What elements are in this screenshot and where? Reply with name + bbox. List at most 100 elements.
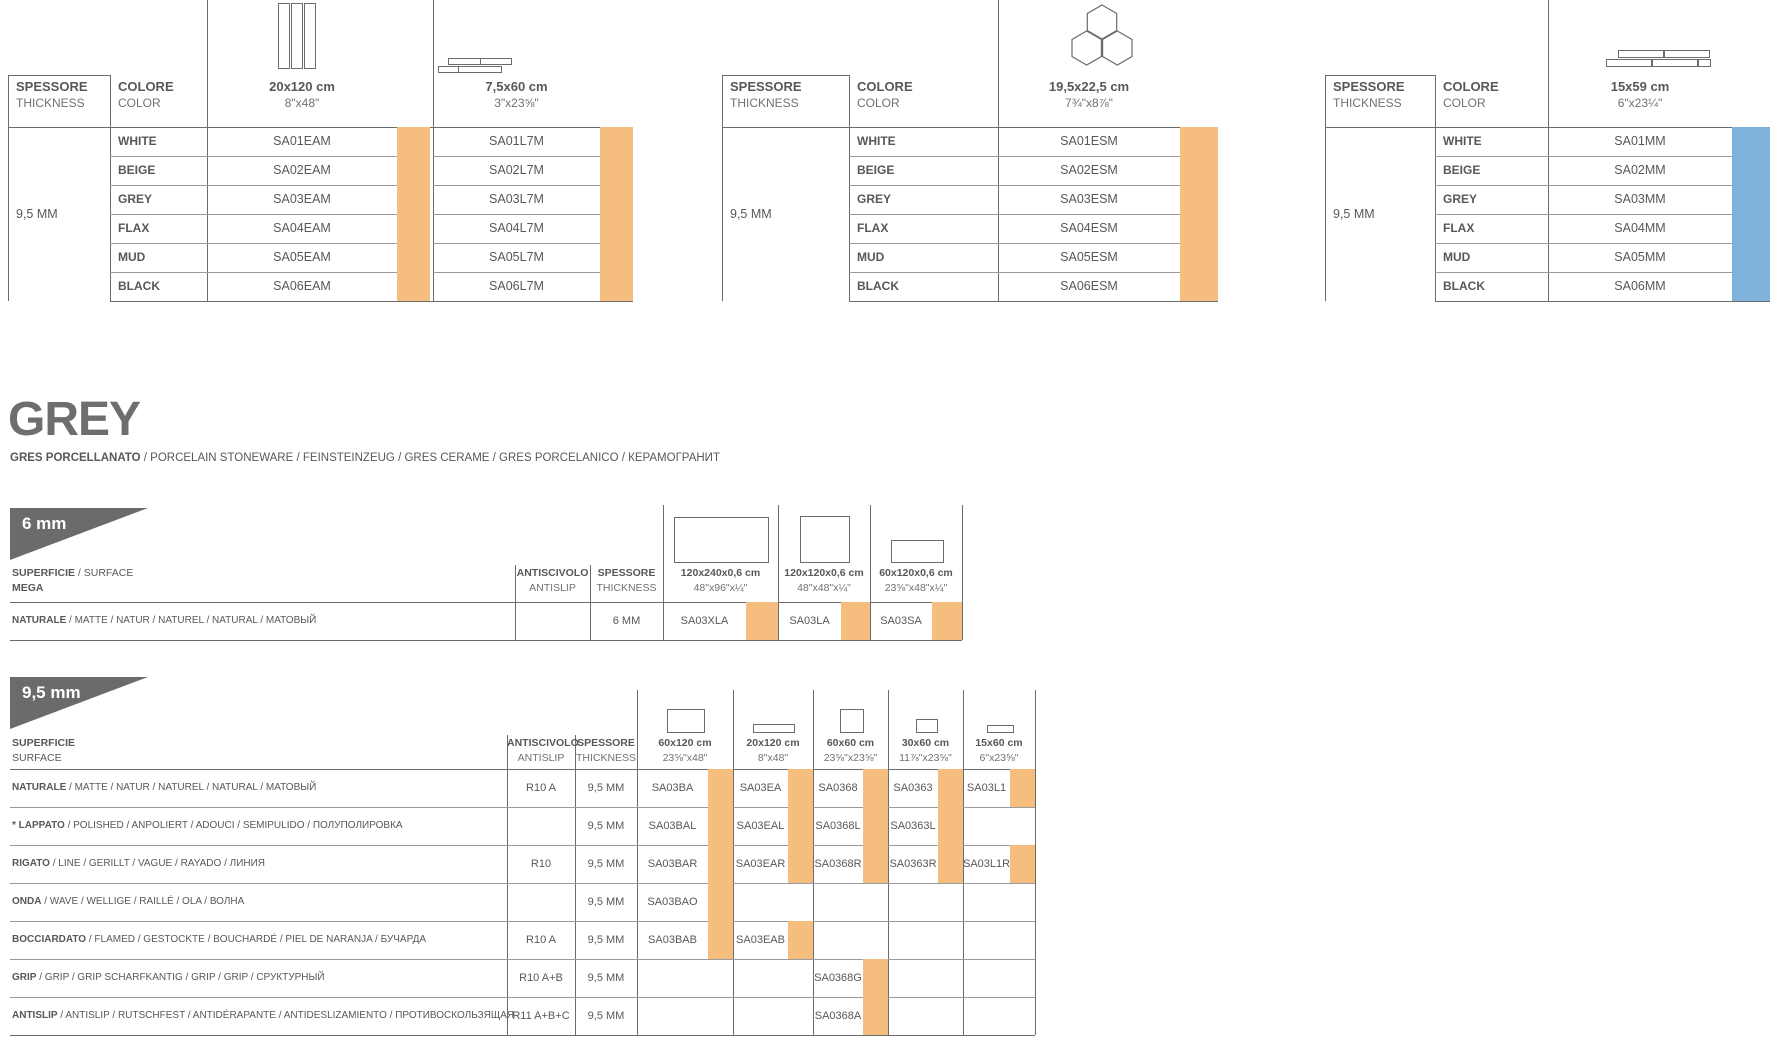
column-divider [575,735,576,1035]
size-header-cm: 15x59 cm [1610,79,1670,94]
thickness-header-line1: SPESSORE [730,79,802,94]
surface-row-label-rest: / FLAMED / GESTOCKTE / BOUCHARDÉ / PIEL … [86,934,427,945]
color-name: BLACK [1443,279,1485,293]
size-header-cm: 60x60 cm [826,737,875,749]
tile-format-icon [839,709,864,733]
product-code: SA03EAM [273,192,331,206]
tile-format-icon [986,725,1014,733]
thickness-value: 9,5 MM [587,820,625,832]
antislip-header-line1: ANTISCIVOLO [516,567,589,579]
product-code: SA03BA [651,782,694,794]
color-name: WHITE [118,134,157,148]
color-header-line2: COLOR [857,96,900,110]
thickness-banner-9-5mm-label: 9,5 mm [22,683,81,702]
row-separator [207,272,397,273]
color-swatch-orange [397,127,430,301]
column-divider-tall [733,690,734,1035]
size-header-cm: 60x120x0,6 cm [879,567,953,579]
product-code: SA03L1R [963,858,1011,870]
row-separator [433,243,600,244]
product-code: SA03LA [789,615,830,627]
header-rule [8,127,633,128]
size-header-cm: 20x120 cm [746,737,800,749]
color-name: WHITE [857,134,896,148]
color-swatch-orange [863,845,888,883]
surface-header-line2-lead: MEGA [12,582,44,594]
size-header-cm: 30x60 cm [901,737,950,749]
antislip-rating: R11 A+B+C [512,1010,570,1022]
color-swatch-orange [1010,769,1035,807]
row-separator [110,185,207,186]
thickness-value: 9,5 MM [587,972,625,984]
row-separator [998,243,1180,244]
product-code: SA02ESM [1060,163,1118,177]
surface-header-line2: MEGA [12,582,44,594]
color-swatch-orange [841,602,870,640]
product-code: SA06EAM [273,279,331,293]
format-table-2: SPESSORE THICKNESS COLORE COLOR 9,5 MM WHITE B… [722,0,1218,303]
surface-row-label-rest: / WAVE / WELLIGE / RAILLÉ / OLA / ВОЛНА [41,896,245,907]
color-swatch-orange [938,845,963,883]
product-code: SA03EA [739,782,782,794]
row-separator [998,272,1180,273]
size-header-in: 8"x48" [284,96,320,110]
surface-row-label: GRIP / GRIP / GRIP SCHARFKANTIG / GRIP /… [12,959,325,997]
surface-header-line1-rest: / SURFACE [75,567,134,579]
color-name: FLAX [1443,221,1475,235]
product-code: SA02L7M [489,163,544,177]
column-divider-tall [433,0,434,301]
table-bottom-border [849,301,1218,302]
color-swatch-orange [600,127,633,301]
header-rule [10,602,962,603]
color-header-line1: COLORE [118,79,174,94]
product-code: SA02EAM [273,163,331,177]
surface-row-label-rest: / MATTE / NATUR / NATUREL / NATURAL / МА… [66,615,317,626]
product-code: SA01L7M [489,134,544,148]
brick-strip [1698,59,1711,67]
strip [438,66,502,73]
color-swatch-orange [863,959,888,997]
surface-header-line1-lead: SUPERFICIE [12,737,76,749]
table-top-border [8,75,110,76]
size-header-cm: 7,5x60 cm [485,79,548,94]
row-separator [998,214,1180,215]
color-header-line2: COLOR [1443,96,1486,110]
header-rule [1325,127,1770,128]
table-bottom-border [110,301,633,302]
row-separator [1548,214,1732,215]
color-name: MUD [857,250,885,264]
brick-strip [1664,50,1710,58]
table-bottom-border [10,640,962,641]
row-separator [1548,243,1732,244]
format-table-3: SPESSORE THICKNESS COLORE COLOR 9,5 MM WHITE B… [1325,0,1770,303]
product-code: SA03L7M [489,192,544,206]
product-code: SA06MM [1614,279,1666,293]
row-separator [207,185,397,186]
strip-joint [480,59,481,64]
product-code: SA0363R [889,858,937,870]
color-swatch-blue [1732,127,1770,301]
row-separator [1548,185,1732,186]
thickness-value: 6 MM [612,615,641,627]
size-header-in: 11⅞"x23⅝" [899,752,952,764]
strip-joint [458,67,459,72]
surface-row-label: BOCCIARDATO / FLAMED / GESTOCKTE / BOUCH… [12,921,426,959]
column-divider-tall [1548,0,1549,301]
product-code: SA01EAM [273,134,331,148]
thickness-value: 9,5 MM [587,896,625,908]
color-name: MUD [1443,250,1471,264]
size-header-cm: 120x240x0,6 cm [680,567,761,579]
thickness-value: 9,5 MM [1333,207,1375,221]
table-6mm: SUPERFICIE / SURFACE MEGA ANTISCIVOLO ANTIS… [10,0,965,644]
product-code: SA03BAL [648,820,697,832]
surface-row-label-rest: / GRIP / GRIP SCHARFKANTIG / GRIP / GRIP… [36,972,325,983]
thickness-value: 9,5 MM [587,858,625,870]
column-divider [849,75,850,301]
row-separator [10,921,1035,922]
surface-row-label: * LAPPATO / POLISHED / ANPOLIERT / ADOUC… [12,807,403,845]
row-separator [998,156,1180,157]
product-code: SA05EAM [273,250,331,264]
thickness-header-line1: SPESSORE [597,567,656,579]
product-code: SA03EAB [736,934,785,946]
